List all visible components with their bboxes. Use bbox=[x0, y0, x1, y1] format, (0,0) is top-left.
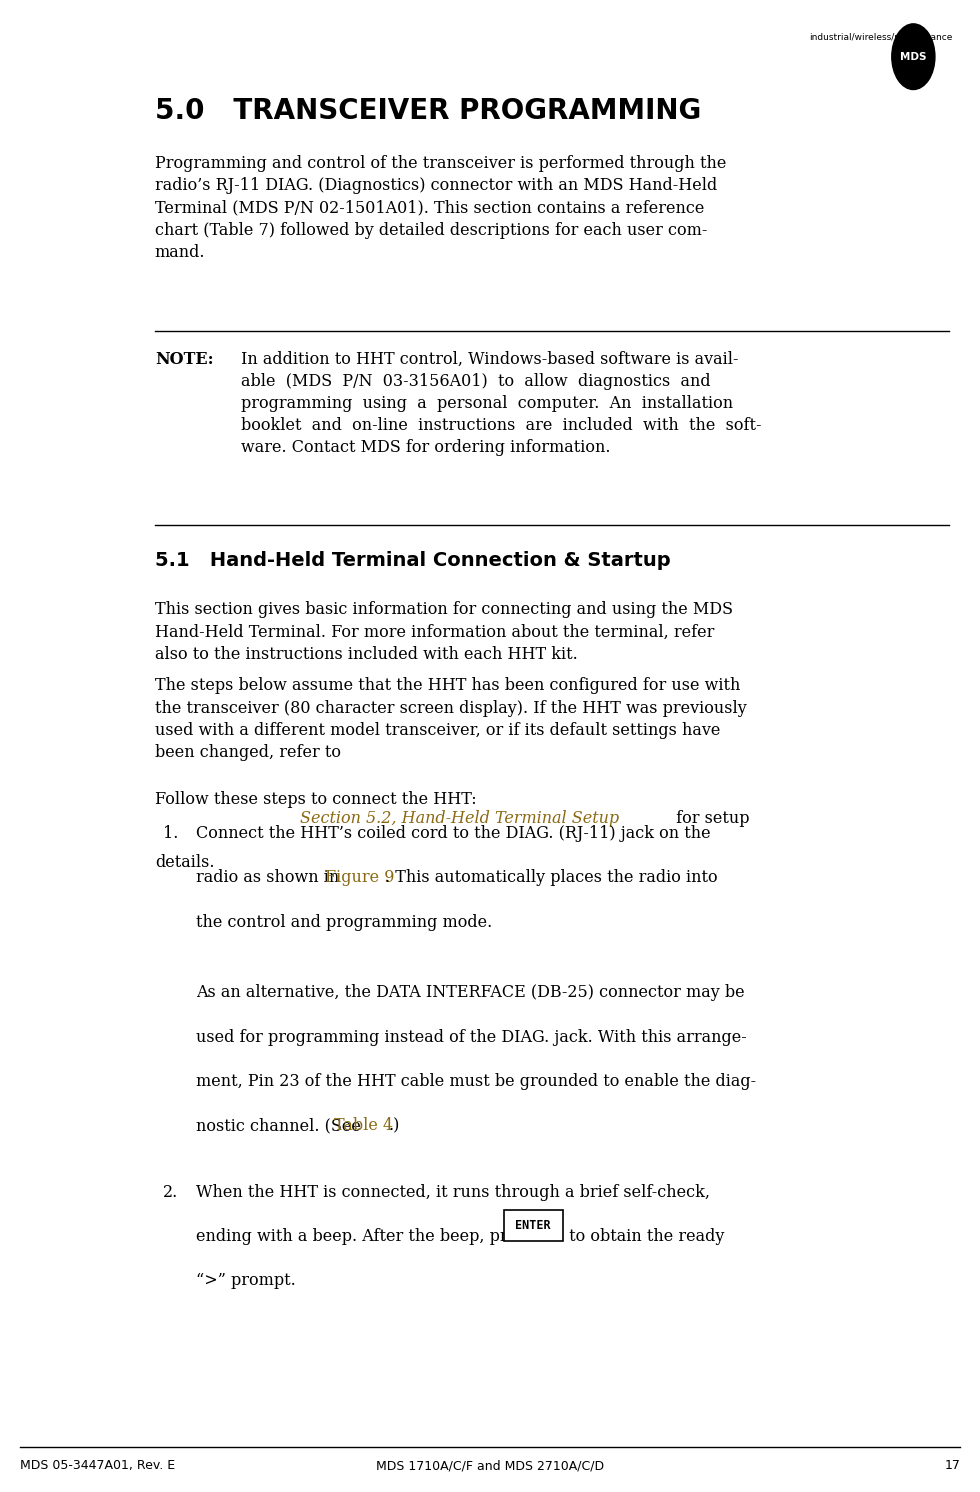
Text: 1.: 1. bbox=[163, 825, 178, 841]
Text: ENTER: ENTER bbox=[515, 1219, 551, 1232]
Text: radio as shown in: radio as shown in bbox=[196, 870, 344, 886]
Text: “>” prompt.: “>” prompt. bbox=[196, 1273, 296, 1289]
Text: nostic channel. (See: nostic channel. (See bbox=[196, 1118, 366, 1134]
Circle shape bbox=[892, 24, 935, 90]
Text: 17: 17 bbox=[945, 1459, 960, 1473]
Text: Connect the HHT’s coiled cord to the DIAG. (RJ-11) jack on the: Connect the HHT’s coiled cord to the DIA… bbox=[196, 825, 710, 841]
Text: 2.: 2. bbox=[163, 1183, 178, 1201]
Text: Follow these steps to connect the HHT:: Follow these steps to connect the HHT: bbox=[155, 791, 476, 807]
Text: details.: details. bbox=[155, 855, 215, 871]
Text: NOTE:: NOTE: bbox=[155, 351, 214, 367]
Text: ment, Pin 23 of the HHT cable must be grounded to enable the diag-: ment, Pin 23 of the HHT cable must be gr… bbox=[196, 1073, 757, 1091]
Text: MDS 1710A/C/F and MDS 2710A/C/D: MDS 1710A/C/F and MDS 2710A/C/D bbox=[376, 1459, 604, 1473]
Text: used for programming instead of the DIAG. jack. With this arrange-: used for programming instead of the DIAG… bbox=[196, 1029, 747, 1046]
Text: ending with a beep. After the beep, press: ending with a beep. After the beep, pres… bbox=[196, 1228, 534, 1244]
Text: MDS 05-3447A01, Rev. E: MDS 05-3447A01, Rev. E bbox=[20, 1459, 174, 1473]
Text: for setup: for setup bbox=[671, 810, 750, 827]
Text: When the HHT is connected, it runs through a brief self-check,: When the HHT is connected, it runs throu… bbox=[196, 1183, 710, 1201]
Text: industrial/wireless/performance: industrial/wireless/performance bbox=[809, 33, 953, 42]
Text: In addition to HHT control, Windows-based software is avail-
able  (MDS  P/N  03: In addition to HHT control, Windows-base… bbox=[241, 351, 761, 457]
Text: to obtain the ready: to obtain the ready bbox=[564, 1228, 725, 1244]
Text: the control and programming mode.: the control and programming mode. bbox=[196, 913, 492, 931]
Text: Figure 9: Figure 9 bbox=[325, 870, 395, 886]
Text: The steps below assume that the HHT has been configured for use with
the transce: The steps below assume that the HHT has … bbox=[155, 677, 747, 761]
Text: Programming and control of the transceiver is performed through the
radio’s RJ-1: Programming and control of the transceiv… bbox=[155, 155, 726, 261]
Text: .): .) bbox=[388, 1118, 400, 1134]
Text: MDS: MDS bbox=[900, 52, 927, 61]
Text: Section 5.2, Hand-Held Terminal Setup: Section 5.2, Hand-Held Terminal Setup bbox=[300, 810, 619, 827]
Text: As an alternative, the DATA INTERFACE (DB-25) connector may be: As an alternative, the DATA INTERFACE (D… bbox=[196, 985, 745, 1001]
Text: Table 4: Table 4 bbox=[334, 1118, 393, 1134]
Text: 5.0   TRANSCEIVER PROGRAMMING: 5.0 TRANSCEIVER PROGRAMMING bbox=[155, 97, 701, 125]
Text: This section gives basic information for connecting and using the MDS
Hand-Held : This section gives basic information for… bbox=[155, 601, 733, 662]
Text: 5.1   Hand-Held Terminal Connection & Startup: 5.1 Hand-Held Terminal Connection & Star… bbox=[155, 551, 670, 570]
FancyBboxPatch shape bbox=[504, 1210, 563, 1241]
Text: . This automatically places the radio into: . This automatically places the radio in… bbox=[385, 870, 717, 886]
